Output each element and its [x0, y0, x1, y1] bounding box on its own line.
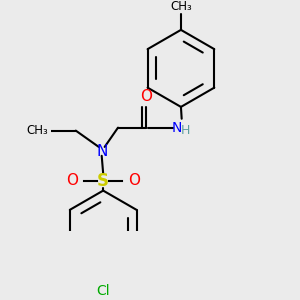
Text: CH₃: CH₃: [26, 124, 48, 137]
Text: N: N: [96, 144, 107, 159]
Text: O: O: [66, 173, 78, 188]
Text: H: H: [181, 124, 190, 137]
Text: N: N: [172, 121, 182, 135]
Text: O: O: [128, 173, 140, 188]
Text: S: S: [97, 172, 109, 190]
Text: CH₃: CH₃: [170, 0, 192, 13]
Text: O: O: [140, 89, 152, 104]
Text: Cl: Cl: [96, 284, 110, 298]
